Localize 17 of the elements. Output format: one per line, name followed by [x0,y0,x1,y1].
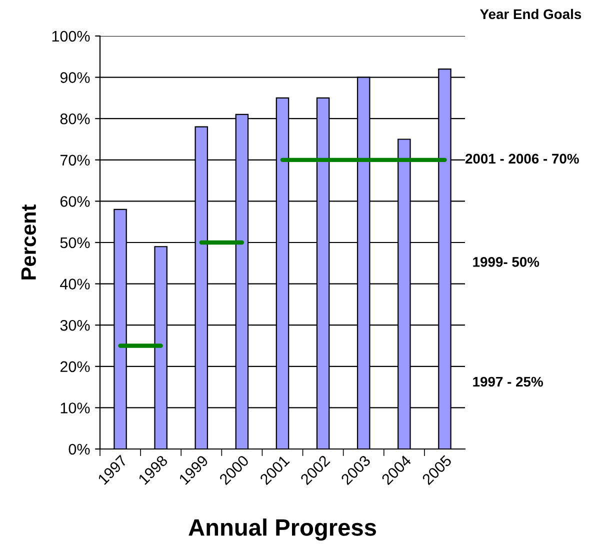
y-tick-label: 40% [60,278,90,290]
y-tick-label: 80% [60,113,90,124]
x-axis-title: Annual Progress [188,518,376,541]
y-tick-label: 50% [60,237,90,248]
text: 1999- 50% [473,257,540,267]
y-tick-label: 0% [68,444,90,455]
y-axis-title: Percent [21,204,36,280]
y-tick-label: 70% [60,154,90,166]
y-tick-label: 100% [52,30,90,42]
y-tick-label: 10% [60,402,90,414]
y-tick-label: 20% [60,361,90,372]
text: 2001 - 2006 - 70% [465,154,579,164]
text: 1997 - 25% [473,376,543,387]
y-tick-label: 90% [60,72,90,83]
y-tick-label: 60% [60,196,90,207]
y-tick-label: 30% [60,320,90,331]
text: Year End Goals [480,8,582,20]
